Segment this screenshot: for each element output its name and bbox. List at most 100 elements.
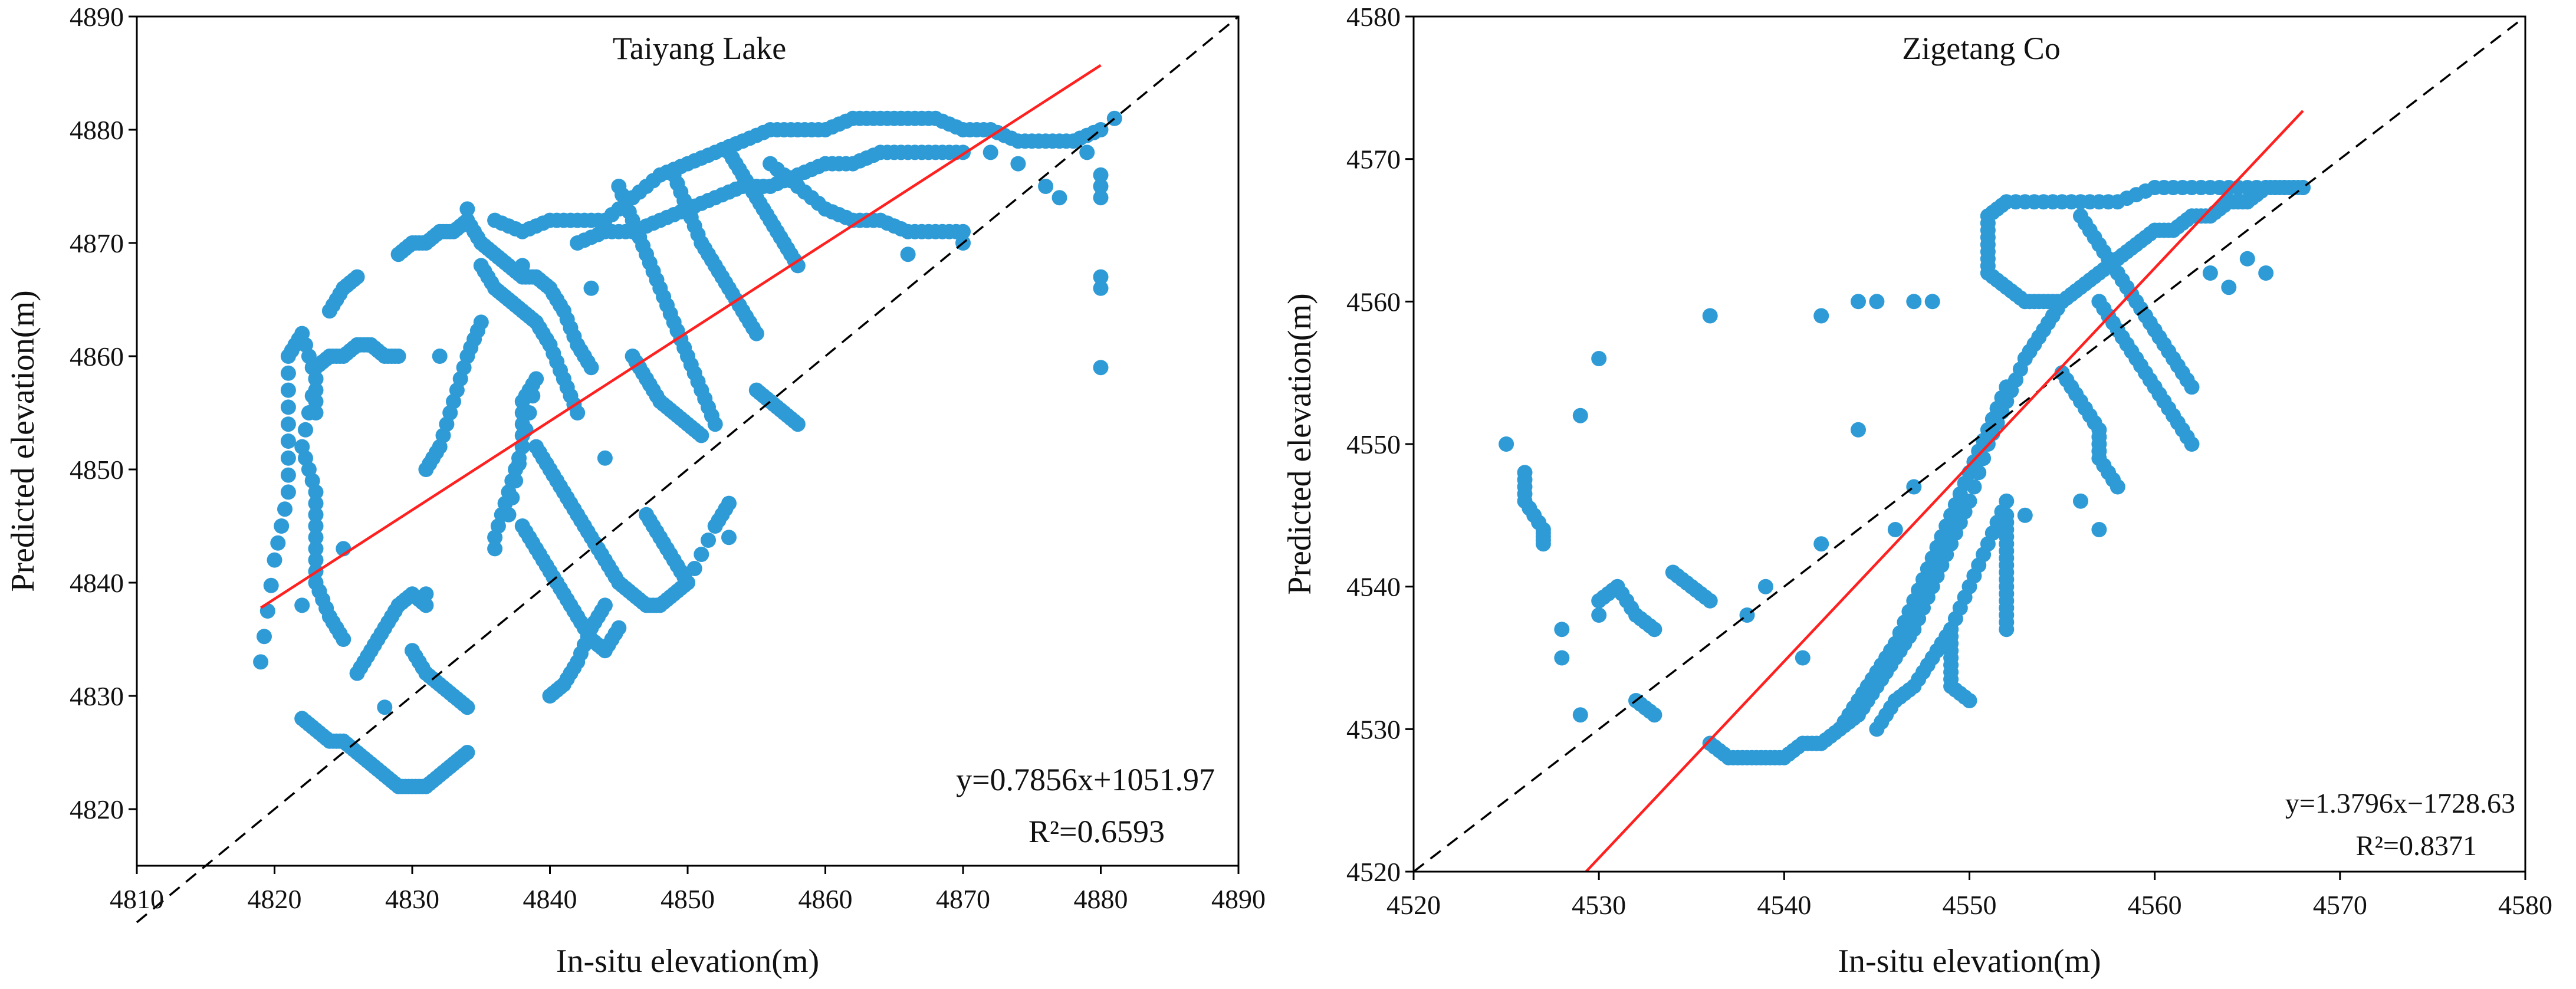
data-point [501, 507, 517, 523]
data-point [1038, 179, 1054, 194]
data-point [270, 535, 286, 551]
x-tick-label: 4540 [1757, 890, 1811, 920]
y-tick-label: 4840 [70, 568, 124, 598]
data-point [257, 629, 272, 645]
data-point [1795, 650, 1811, 666]
x-tick-label: 4560 [2128, 890, 2182, 920]
r-squared-value: R²=0.8371 [2356, 830, 2477, 862]
data-point [1093, 269, 1109, 285]
data-point [2110, 479, 2125, 495]
data-point [511, 456, 527, 472]
data-point [459, 201, 475, 217]
data-point [459, 699, 475, 715]
data-point [528, 371, 544, 387]
data-point [508, 473, 524, 489]
data-point [521, 405, 537, 420]
x-tick-label: 4580 [2498, 890, 2552, 920]
data-point [597, 450, 613, 466]
data-point [308, 393, 324, 409]
data-point [280, 450, 296, 466]
data-point [1554, 650, 1570, 666]
data-point [308, 484, 324, 500]
data-point [707, 416, 723, 432]
data-point [2054, 294, 2070, 310]
data-point [308, 507, 324, 523]
scatter-points-zigetang [1499, 180, 2311, 765]
data-point [280, 433, 296, 449]
x-axis-ticks: 4810 4820 4830 4840 4850 4860 4870 4880 4890 [110, 866, 1266, 914]
one-to-one-reference-line [1412, 15, 2526, 873]
data-point [1591, 607, 1607, 623]
data-point [694, 428, 709, 443]
data-point [721, 530, 737, 546]
y-axis-label: Predicted elevation(m) [5, 290, 41, 592]
y-axis-ticks: 4820 4830 4840 4850 4860 4870 4880 4890 [70, 2, 137, 824]
x-tick-label: 4830 [385, 884, 439, 914]
y-tick-label: 4830 [70, 681, 124, 711]
data-point [1999, 493, 2015, 509]
y-axis-ticks: 4520 4530 4540 4550 4560 4570 4580 [1346, 2, 1414, 887]
data-point [280, 416, 296, 432]
data-point [1093, 190, 1109, 206]
data-point [459, 745, 475, 760]
data-point [790, 258, 806, 274]
data-point [1961, 693, 1977, 708]
y-tick-label: 4880 [70, 115, 124, 145]
y-tick-label: 4820 [70, 794, 124, 824]
x-tick-label: 4570 [2313, 890, 2367, 920]
x-tick-label: 4820 [248, 884, 302, 914]
chart-taiyang-lake: 4810 4820 4830 4840 4850 4860 4870 4880 4890 482… [5, 2, 1266, 980]
data-point [694, 547, 709, 562]
data-point [1924, 294, 1940, 310]
data-point [1999, 622, 2015, 638]
data-point [701, 533, 716, 548]
data-point [686, 561, 702, 576]
data-point [1093, 179, 1109, 194]
data-point [1554, 622, 1570, 638]
data-point [308, 541, 324, 557]
regression-fit-line [259, 64, 1102, 609]
data-point [294, 597, 310, 613]
data-point [253, 654, 269, 670]
data-point [1591, 351, 1607, 366]
data-point [308, 371, 324, 387]
scatter-points-taiyang [253, 110, 1122, 794]
data-point [1851, 422, 1866, 438]
regression-fit-line [1585, 110, 2304, 873]
data-point [308, 552, 324, 568]
data-point [583, 280, 599, 296]
data-point [1499, 436, 1514, 452]
data-point [583, 360, 599, 376]
data-point [1813, 536, 1829, 552]
x-tick-label: 4850 [661, 884, 715, 914]
regression-equation: y=1.3796x−1728.63 [2285, 788, 2515, 819]
data-point [2184, 379, 2200, 395]
data-point [680, 575, 695, 590]
data-point [298, 422, 313, 438]
data-point [597, 597, 613, 613]
y-axis-label: Predicted elevation(m) [1282, 293, 1318, 595]
data-point [1010, 156, 1026, 172]
data-point [1535, 536, 1551, 552]
data-point [983, 144, 998, 160]
x-tick-label: 4890 [1211, 884, 1266, 914]
x-tick-label: 4880 [1074, 884, 1128, 914]
data-point [570, 405, 586, 420]
x-tick-label: 4870 [936, 884, 990, 914]
data-point [748, 326, 764, 341]
data-point [2221, 280, 2237, 295]
y-tick-label: 4570 [1346, 144, 1401, 175]
data-point [1869, 294, 1885, 310]
data-point [790, 416, 806, 432]
data-point [2073, 493, 2088, 509]
data-point [308, 382, 324, 398]
y-tick-label: 4850 [70, 455, 124, 485]
data-point [2091, 522, 2107, 537]
data-point [308, 530, 324, 546]
x-tick-label: 4550 [1943, 890, 1997, 920]
x-tick-label: 4810 [110, 884, 164, 914]
data-point [274, 518, 290, 534]
data-point [1702, 308, 1718, 324]
chart-title: Taiyang Lake [613, 31, 787, 66]
